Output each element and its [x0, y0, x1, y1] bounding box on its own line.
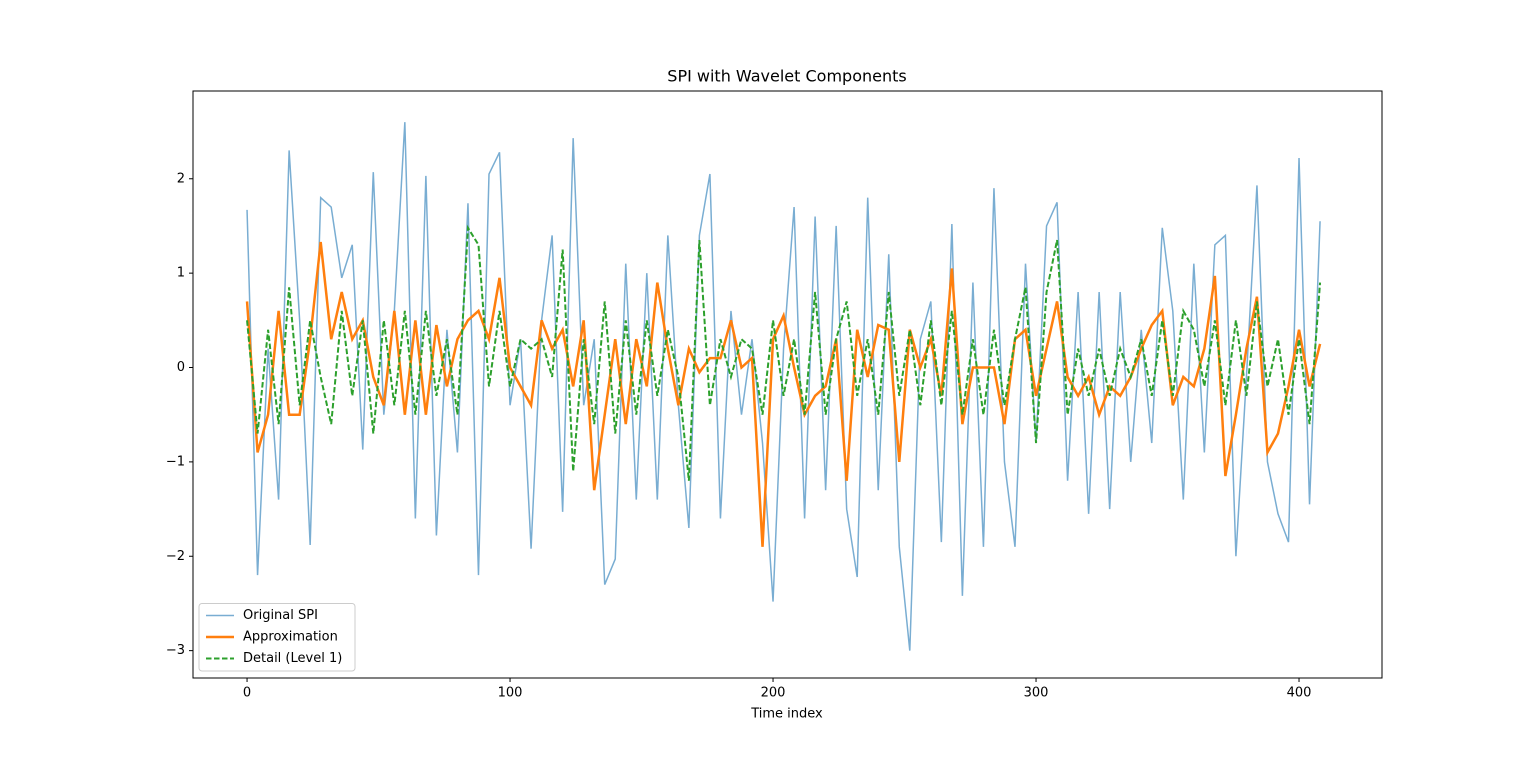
- legend-box: [198, 603, 356, 672]
- y-tick-label: 1: [177, 266, 185, 281]
- x-tick-label: 100: [498, 686, 523, 701]
- y-tick-label: −3: [166, 643, 185, 658]
- plot-frame: [192, 90, 1383, 679]
- y-tick-label: −2: [166, 549, 185, 564]
- series-line: [246, 122, 1321, 651]
- x-axis-label: Time index: [750, 707, 823, 722]
- series-line: [245, 241, 1322, 547]
- x-tick-label: 300: [1024, 686, 1049, 701]
- x-tick-label: 400: [1287, 686, 1312, 701]
- x-tick-label: 0: [243, 686, 251, 701]
- chart-title: SPI with Wavelet Components: [667, 67, 906, 86]
- x-tick-label: 200: [761, 686, 786, 701]
- y-tick-label: 2: [177, 171, 185, 186]
- legend-label: Original SPI: [243, 608, 318, 623]
- legend-label: Approximation: [243, 630, 338, 645]
- y-tick-label: 0: [177, 360, 185, 375]
- series-line: [246, 224, 1322, 481]
- y-tick-label: −1: [166, 454, 185, 469]
- legend-label: Detail (Level 1): [243, 651, 342, 666]
